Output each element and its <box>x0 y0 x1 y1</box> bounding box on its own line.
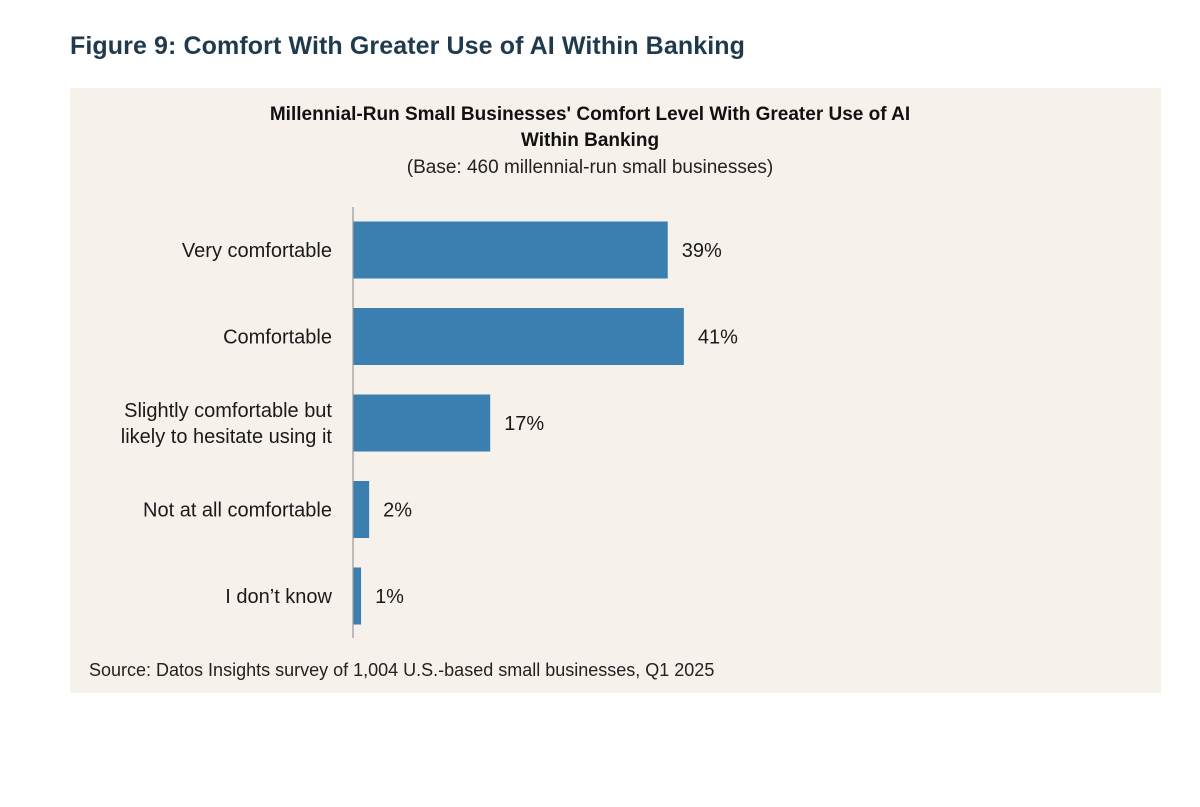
chart-panel <box>70 88 1161 693</box>
category-label-0: Very comfortable <box>182 240 332 262</box>
chart-subtitle: (Base: 460 millennial-run small business… <box>406 157 774 178</box>
category-label-1-line-0: Comfortable <box>223 327 332 349</box>
source-note: Source: Datos Insights survey of 1,004 U… <box>89 660 715 680</box>
chart-title-line-2: Within Banking <box>520 130 660 151</box>
value-label-1: 41% <box>698 327 738 349</box>
bar-2 <box>353 394 491 452</box>
bar-1 <box>353 308 684 365</box>
bar-3 <box>353 481 370 538</box>
category-label-2-line-1: likely to hesitate using it <box>121 426 333 448</box>
category-label-3-line-0: Not at all comfortable <box>143 500 332 522</box>
value-label-3: 2% <box>383 500 412 522</box>
value-label-2: 17% <box>504 413 544 435</box>
category-label-4: I don’t know <box>225 586 332 608</box>
category-label-1: Comfortable <box>223 327 332 349</box>
category-label-0-line-0: Very comfortable <box>182 240 332 262</box>
chart-title-line-1: Millennial-Run Small Businesses' Comfort… <box>269 104 911 125</box>
figure-title: Figure 9: Comfort With Greater Use of AI… <box>70 32 745 60</box>
category-label-2-line-0: Slightly comfortable but <box>124 400 332 422</box>
category-label-3: Not at all comfortable <box>143 500 332 522</box>
bar-4 <box>353 567 362 625</box>
category-label-4-line-0: I don’t know <box>225 586 332 608</box>
bars-group: 39% Very comfortable 41% Comfortable 17% Slig… <box>121 221 738 625</box>
value-label-0: 39% <box>682 240 722 262</box>
value-label-4: 1% <box>375 586 404 608</box>
category-label-2: Slightly comfortable but likely to hesita… <box>121 400 333 448</box>
bar-0 <box>353 221 668 279</box>
